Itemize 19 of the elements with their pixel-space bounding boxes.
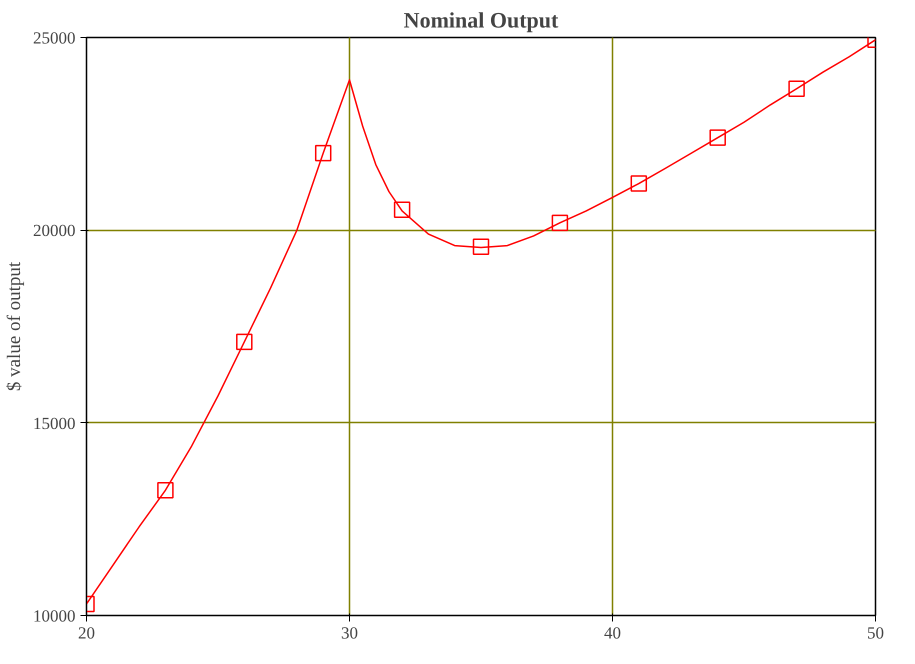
point	[472, 238, 490, 255]
point	[788, 80, 805, 97]
y-tick-label: 25000	[33, 28, 76, 48]
y-axis-title: $ value of output	[4, 261, 25, 392]
y-tick-label: 15000	[33, 414, 76, 433]
point	[709, 129, 726, 146]
point	[630, 175, 648, 192]
point	[394, 201, 410, 218]
x-tick-label: 40	[604, 624, 621, 642]
y-tick-label: 20000	[33, 221, 76, 240]
x-tick-label: 30	[341, 624, 358, 642]
point	[552, 214, 568, 232]
chart-title: Nominal Output	[404, 8, 559, 32]
x-tick-label: 50	[867, 624, 884, 642]
y-tick-label: 10000	[33, 606, 76, 626]
point	[157, 482, 174, 499]
x-tick-label: 20	[78, 624, 95, 642]
point	[236, 334, 253, 350]
point	[314, 144, 332, 162]
